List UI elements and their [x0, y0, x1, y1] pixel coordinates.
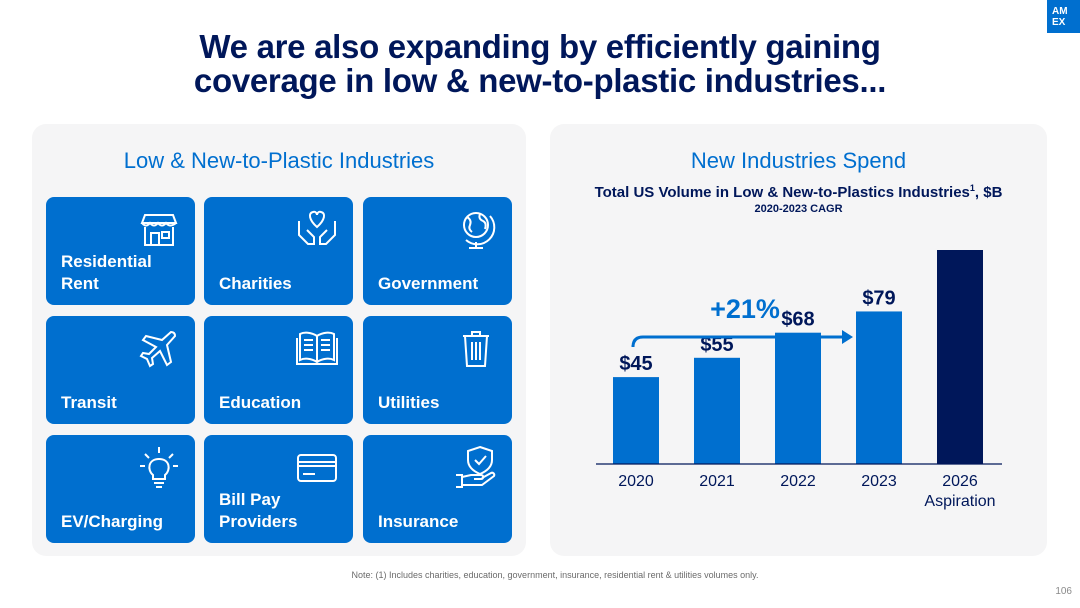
x-tick-label: 2023	[861, 473, 897, 490]
spend-bar-chart: $45 2020 $55 2021 $68 2022 $79 2023 2026 Aspirati…	[596, 250, 1002, 510]
chart-subtitle-text: Total US Volume in Low & New-to-Plastics…	[594, 184, 970, 201]
x-tick-label: 2021	[699, 473, 735, 490]
tile-label: Residential Rent	[61, 252, 152, 293]
title-line-2: coverage in low & new-to-plastic industr…	[193, 62, 887, 99]
bar-value-label: $45	[619, 353, 652, 375]
hands-heart-icon	[298, 210, 336, 245]
spend-panel: New Industries Spend Total US Volume in …	[550, 124, 1047, 556]
bar-value-label: $68	[781, 309, 814, 331]
arrow-head-icon	[842, 330, 853, 344]
chart-bar	[694, 357, 740, 464]
tile-label: Utilities	[378, 393, 440, 412]
chart-subtitle: Total US Volume in Low & New-to-Plastics…	[550, 183, 1047, 201]
storefront-icon	[140, 214, 178, 246]
chart-bar	[613, 377, 659, 464]
x-tick-label: 2022	[780, 473, 816, 490]
chart-bar	[937, 250, 983, 464]
bar-value-label: $79	[862, 287, 895, 309]
tile-transit[interactable]: Transit	[46, 316, 195, 424]
x-tick-label: 2020	[618, 473, 654, 490]
tile-label: Government	[378, 274, 479, 293]
footnote-marker: 1	[969, 183, 975, 193]
amex-logo: AM EX	[1047, 0, 1080, 33]
logo-text-2: EX	[1052, 17, 1066, 28]
shield-hand-icon	[456, 445, 496, 488]
chart-bar	[775, 332, 821, 464]
industry-tiles-grid: Residential Rent Charities Government Tr…	[46, 197, 512, 543]
cagr-arrow	[631, 335, 842, 348]
open-book-icon	[296, 331, 338, 365]
tile-label: Insurance	[378, 512, 459, 531]
tile-ev-charging[interactable]: EV/Charging	[46, 435, 195, 543]
tile-charities[interactable]: Charities	[204, 197, 353, 305]
tile-label: Bill Pay Providers	[219, 490, 298, 531]
airplane-icon	[139, 330, 177, 368]
title-line-1: We are also expanding by efficiently gai…	[199, 28, 881, 65]
tile-utilities[interactable]: Utilities	[363, 316, 512, 424]
tile-government[interactable]: Government	[363, 197, 512, 305]
tile-label: Transit	[61, 393, 117, 412]
x-tick-label: 2026	[942, 473, 978, 490]
spend-heading: New Industries Spend	[690, 148, 907, 173]
tile-insurance[interactable]: Insurance	[363, 435, 512, 543]
logo-text-1: AM	[1052, 6, 1068, 17]
industries-heading: Low & New-to-Plastic Industries	[123, 148, 435, 173]
chart-cagr-label: 2020-2023 CAGR	[754, 203, 843, 215]
chart-subtitle-unit: , $B	[974, 184, 1003, 201]
x-tick-label: Aspiration	[924, 493, 995, 510]
credit-card-icon	[297, 454, 337, 482]
lightbulb-icon	[140, 447, 178, 488]
tile-label: EV/Charging	[61, 512, 164, 531]
bar-value-label: $55	[700, 334, 733, 356]
globe-icon	[463, 212, 496, 249]
page-number: 106	[1055, 586, 1072, 597]
tile-label: Charities	[219, 274, 292, 293]
tile-bill-pay-providers[interactable]: Bill Pay Providers	[204, 435, 353, 543]
cagr-annotation: +21%	[710, 294, 780, 324]
chart-bar	[856, 311, 902, 464]
tile-residential-rent[interactable]: Residential Rent	[46, 197, 195, 305]
trash-can-icon	[463, 331, 489, 367]
tile-label: Education	[219, 393, 302, 412]
page-title: We are also expanding by efficiently gai…	[140, 30, 940, 98]
tile-education[interactable]: Education	[204, 316, 353, 424]
footnote: Note: (1) Includes charities, education,…	[351, 570, 759, 580]
industries-panel: Low & New-to-Plastic Industries Resident…	[32, 124, 526, 556]
